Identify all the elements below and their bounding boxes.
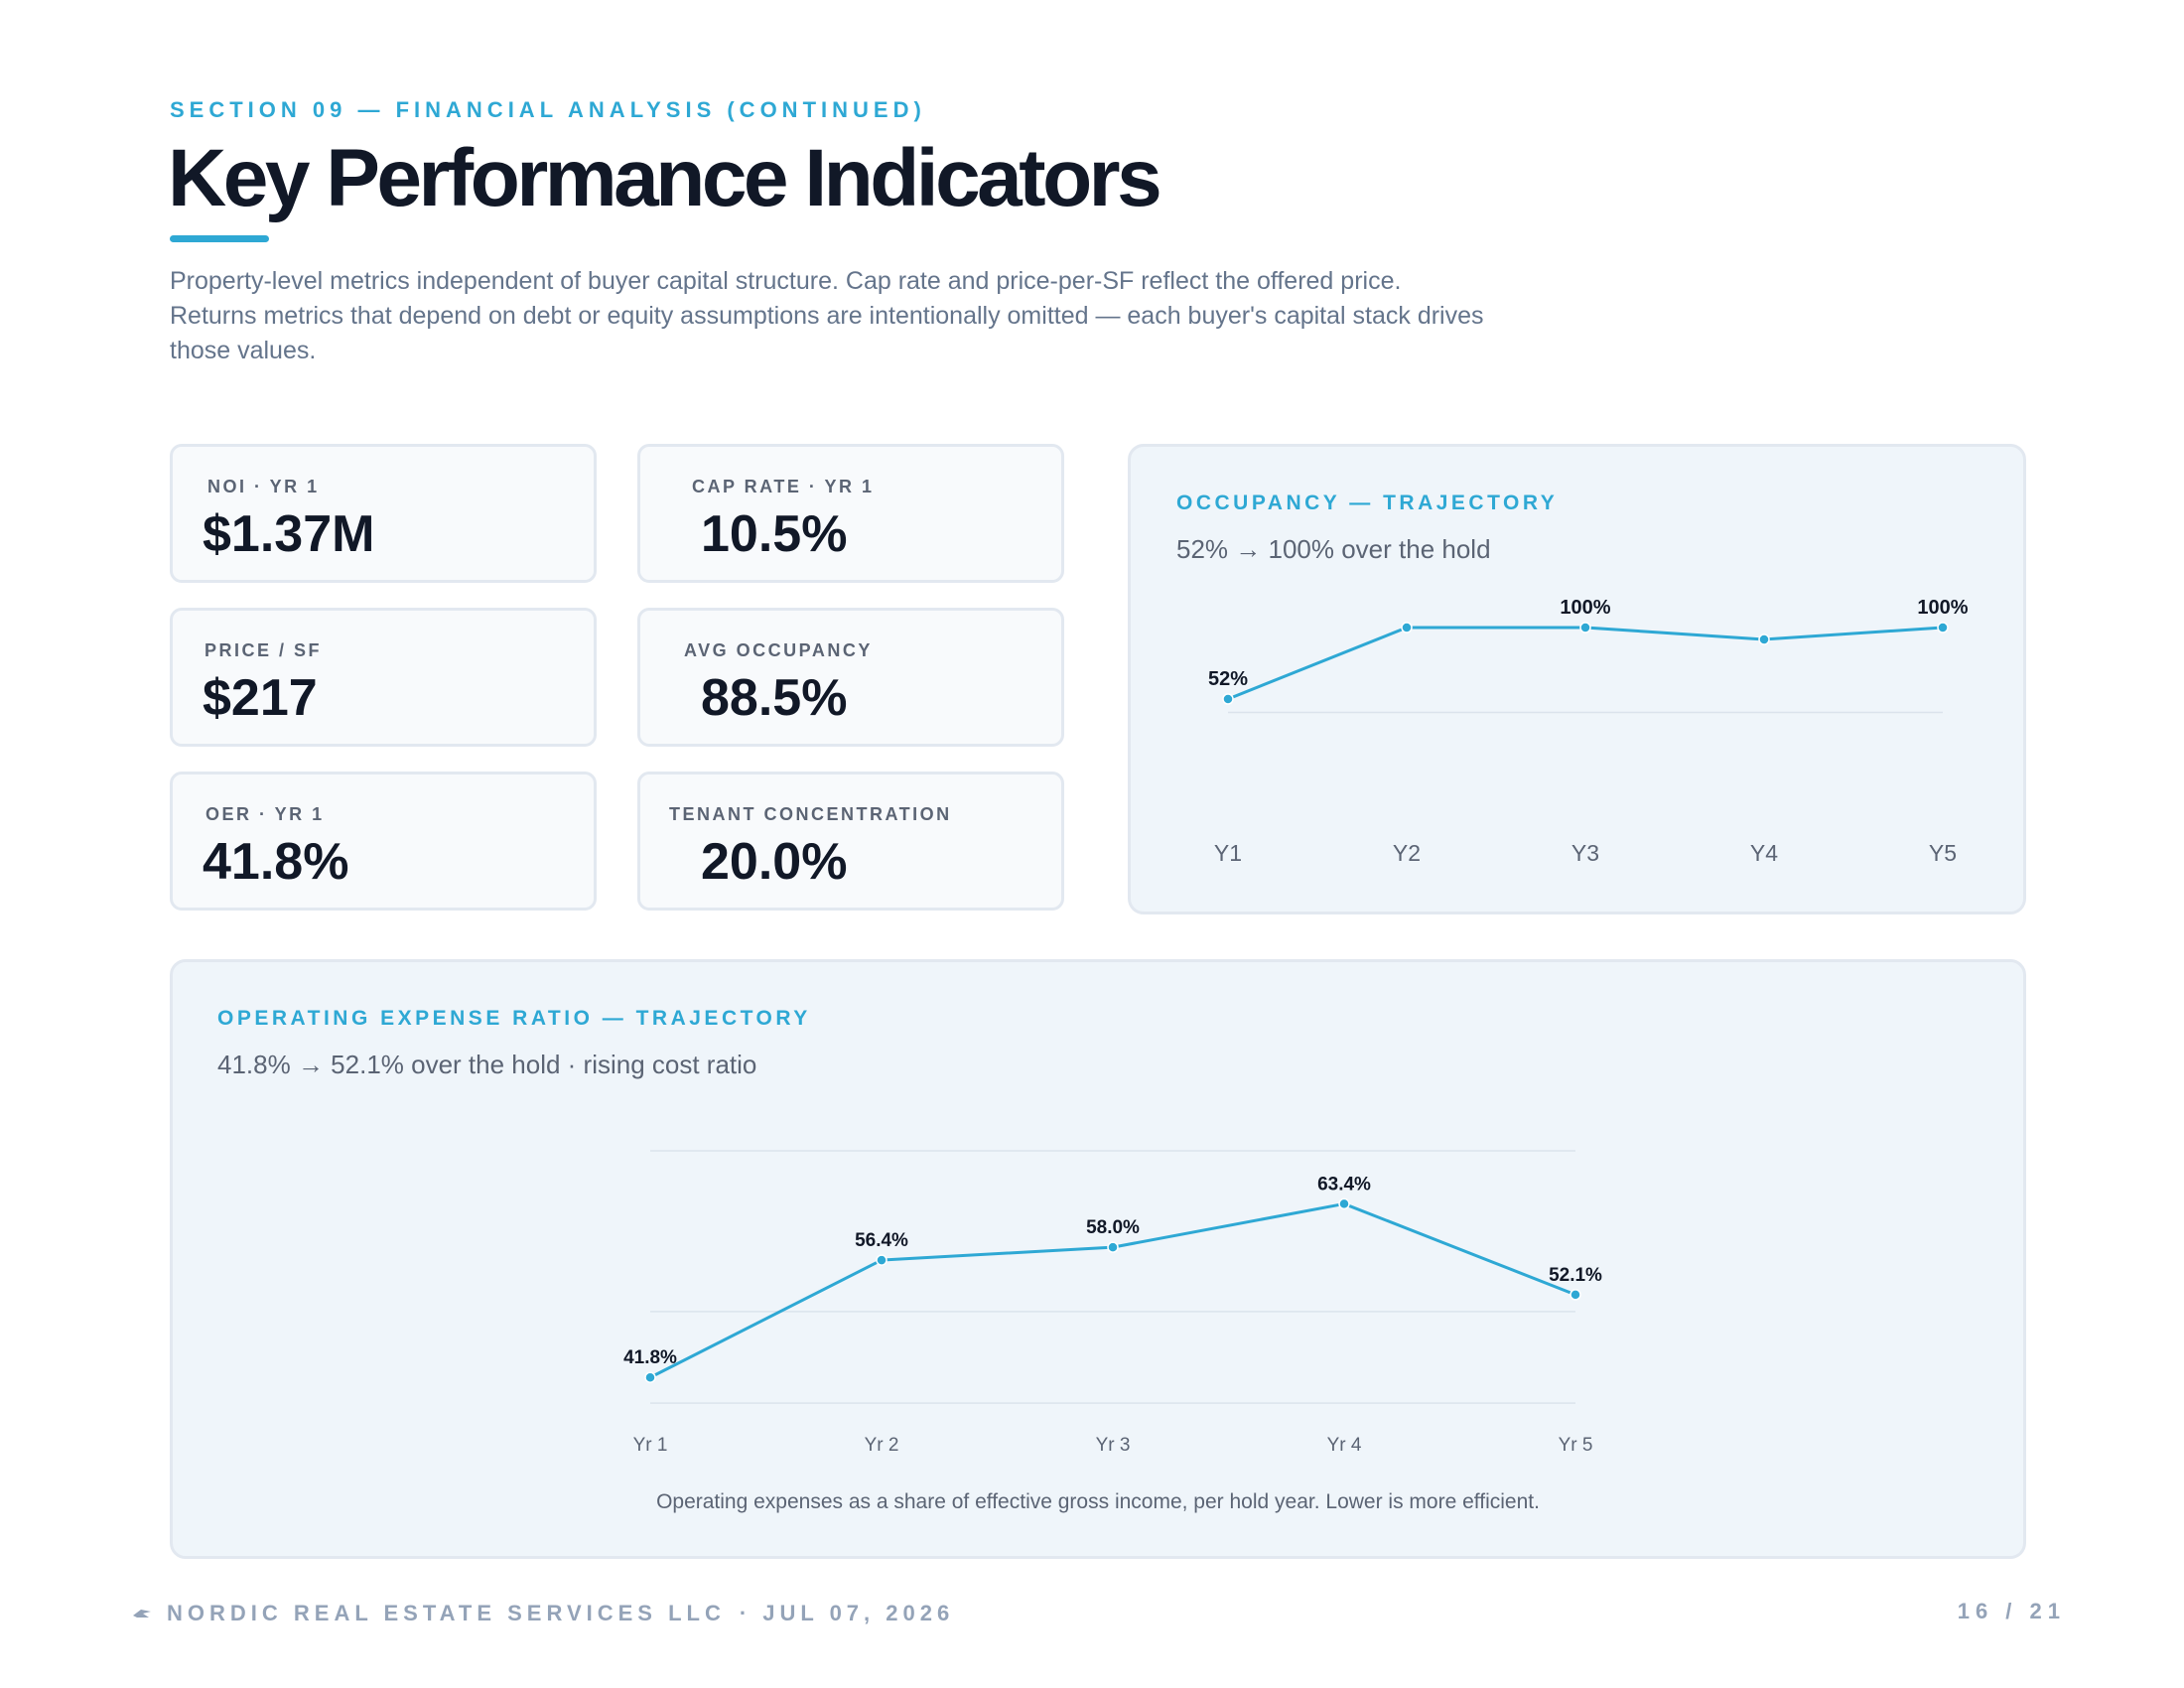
kpi-label: TENANT CONCENTRATION [669,804,952,824]
intro-paragraph: Property-level metrics independent of bu… [170,267,1484,364]
kpi-card-oer: OER · YR 1 41.8% [170,772,597,911]
data-label: 52.1% [1549,1265,1602,1286]
oer-chart-footnote: Operating expenses as a share of effecti… [656,1490,1540,1513]
x-tick-label: Yr 3 [1096,1435,1131,1456]
data-point [1338,1197,1350,1210]
oer-chart-eyebrow: OPERATING EXPENSE RATIO — TRAJECTORY [217,1007,811,1030]
data-point [1222,693,1234,705]
data-point [876,1254,887,1266]
oer-chart-panel: OPERATING EXPENSE RATIO — TRAJECTORY 41.… [170,959,2026,1559]
data-point [1579,622,1591,633]
data-label: 56.4% [855,1230,908,1251]
data-label: 63.4% [1317,1174,1371,1195]
title-underline [170,235,269,242]
kpi-label: AVG OCCUPANCY [684,640,873,660]
data-label: 100% [1560,597,1610,619]
series-line [1227,626,1944,701]
occupancy-line-chart: 52% Y1 Y2 100% Y3 Y4 100% Y5 [1208,597,1969,866]
kpi-card-avg-occupancy: AVG OCCUPANCY 88.5% [637,608,1064,747]
x-tick-label: Y4 [1750,840,1778,866]
data-label: 52% [1208,668,1248,690]
data-point [1570,1289,1581,1301]
x-tick-label: Y3 [1571,840,1599,866]
page-number: 16 / 21 [1957,1599,2066,1623]
kpi-value: 10.5% [701,505,848,563]
data-point [1758,633,1770,645]
x-tick-label: Yr 2 [865,1435,899,1456]
data-label: 100% [1917,597,1968,619]
kpi-value: 88.5% [701,669,848,727]
company-logo-icon [133,1610,151,1618]
kpi-value: $1.37M [203,505,375,563]
occupancy-chart-subtitle: 52% → 100% over the hold [1176,534,1491,564]
occupancy-chart-panel: OCCUPANCY — TRAJECTORY 52% → 100% over t… [1128,444,2026,914]
footer-company: NORDIC REAL ESTATE SERVICES LLC · JUL 07… [131,1601,954,1626]
kpi-value: $217 [203,669,318,727]
data-label: 41.8% [623,1347,677,1368]
kpi-value: 20.0% [701,833,848,891]
oer-chart-subtitle: 41.8% → 52.1% over the hold · rising cos… [217,1050,757,1079]
oer-line-chart: 41.8% Yr 1 56.4% Yr 2 58.0% Yr 3 63.4% Yr 4 52.1… [623,1150,1602,1456]
kpi-label: NOI · YR 1 [207,477,320,496]
data-point [1401,622,1413,633]
kpi-label: CAP RATE · YR 1 [692,477,875,496]
data-point [644,1371,656,1383]
x-tick-label: Yr 4 [1327,1435,1362,1456]
kpi-card-tenant-concentration: TENANT CONCENTRATION 20.0% [637,772,1064,911]
x-tick-label: Yr 1 [633,1435,668,1456]
occupancy-chart-eyebrow: OCCUPANCY — TRAJECTORY [1176,492,1559,514]
footer-date: · JUL 07, 2026 [739,1601,955,1625]
section-eyebrow: SECTION 09 — FINANCIAL ANALYSIS (CONTINU… [170,97,926,122]
x-tick-label: Yr 5 [1559,1435,1593,1456]
data-label: 58.0% [1086,1217,1140,1238]
page-title: Key Performance Indicators [168,133,1162,223]
data-point [1107,1241,1119,1253]
kpi-label: OER · YR 1 [205,804,325,824]
x-tick-label: Y1 [1214,840,1242,866]
kpi-value: 41.8% [203,833,349,891]
data-point [1937,622,1949,633]
x-tick-label: Y2 [1393,840,1421,866]
kpi-card-cap-rate: CAP RATE · YR 1 10.5% [637,444,1064,583]
kpi-label: PRICE / SF [205,640,323,660]
kpi-card-price-sf: PRICE / SF $217 [170,608,597,747]
x-tick-label: Y5 [1929,840,1957,866]
kpi-card-noi: NOI · YR 1 $1.37M [170,444,597,583]
footer-company-name: NORDIC REAL ESTATE SERVICES LLC [167,1601,726,1625]
